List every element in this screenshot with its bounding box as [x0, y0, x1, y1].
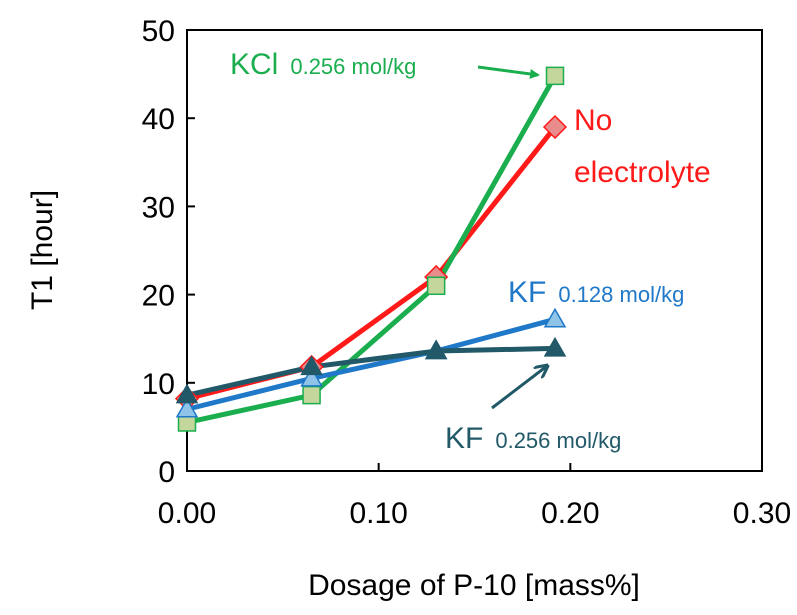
annotation-no-electrolyte-line1: No: [574, 104, 612, 137]
series-line: [186, 345, 556, 398]
annotation-kf-0256-arrow: [491, 366, 547, 410]
x-axis-title: Dosage of P-10 [mass%]: [308, 569, 640, 602]
annotation-kcl: KCl 0.256 mol/kg: [230, 48, 540, 81]
series-line: [186, 316, 556, 412]
data-point-marker: [545, 66, 565, 86]
annotation-no-electrolyte-line2: electrolyte: [574, 156, 711, 189]
series-line: [186, 74, 558, 425]
y-axis-title: T1 [hour]: [26, 190, 59, 310]
svg-text:KCl 0.256 mol/kg: KCl 0.256 mol/kg: [230, 48, 416, 81]
y-tick-label: 10: [142, 368, 175, 401]
annotation-kf-0256-main: KF: [445, 422, 483, 455]
annotation-kcl-arrow: [477, 65, 540, 79]
y-tick-label: 0: [158, 456, 175, 489]
data-point-marker: [175, 397, 199, 418]
series-markers: [174, 66, 568, 432]
annotation-kcl-sub: 0.256 mol/kg: [290, 54, 416, 79]
x-tick-label: 0.00: [158, 497, 216, 530]
svg-text:KF 0.128 mol/kg: KF 0.128 mol/kg: [508, 276, 684, 309]
data-point-marker: [424, 339, 448, 360]
annotation-kf-0128: KF 0.128 mol/kg: [508, 276, 684, 309]
y-tick-label: 20: [142, 280, 175, 313]
annotation-kf-0256-sub: 0.256 mol/kg: [495, 428, 621, 453]
data-point-marker: [543, 336, 567, 357]
data-point-marker: [175, 383, 199, 404]
x-tick-label: 0.30: [733, 497, 791, 530]
data-point-marker: [300, 355, 323, 376]
y-tick-label: 30: [142, 191, 175, 224]
y-tick-label: 40: [142, 103, 175, 136]
plot-frame: [186, 29, 763, 472]
data-point-marker: [302, 385, 321, 405]
x-tick-label: 0.20: [541, 497, 599, 530]
data-point-marker: [543, 307, 567, 328]
data-point-marker: [300, 366, 323, 387]
annotation-no-electrolyte: No electrolyte: [574, 104, 711, 189]
y-tick-label: 50: [142, 15, 175, 48]
svg-text:KF 0.256 mol/kg: KF 0.256 mol/kg: [445, 422, 621, 455]
axis-ticks: [186, 29, 763, 472]
series-lines: [186, 74, 558, 425]
annotation-kf-0256: KF 0.256 mol/kg: [445, 366, 621, 455]
annotation-kf-0128-main: KF: [508, 276, 546, 309]
annotation-kcl-main: KCl: [230, 48, 278, 81]
data-point-marker: [542, 114, 568, 140]
tick-labels: 0 10 20 30 40 50 0.00 0.10 0.20 0.30: [142, 15, 792, 530]
data-point-marker: [426, 276, 446, 296]
annotation-kf-0128-sub: 0.128 mol/kg: [558, 282, 684, 307]
x-tick-label: 0.10: [349, 497, 407, 530]
